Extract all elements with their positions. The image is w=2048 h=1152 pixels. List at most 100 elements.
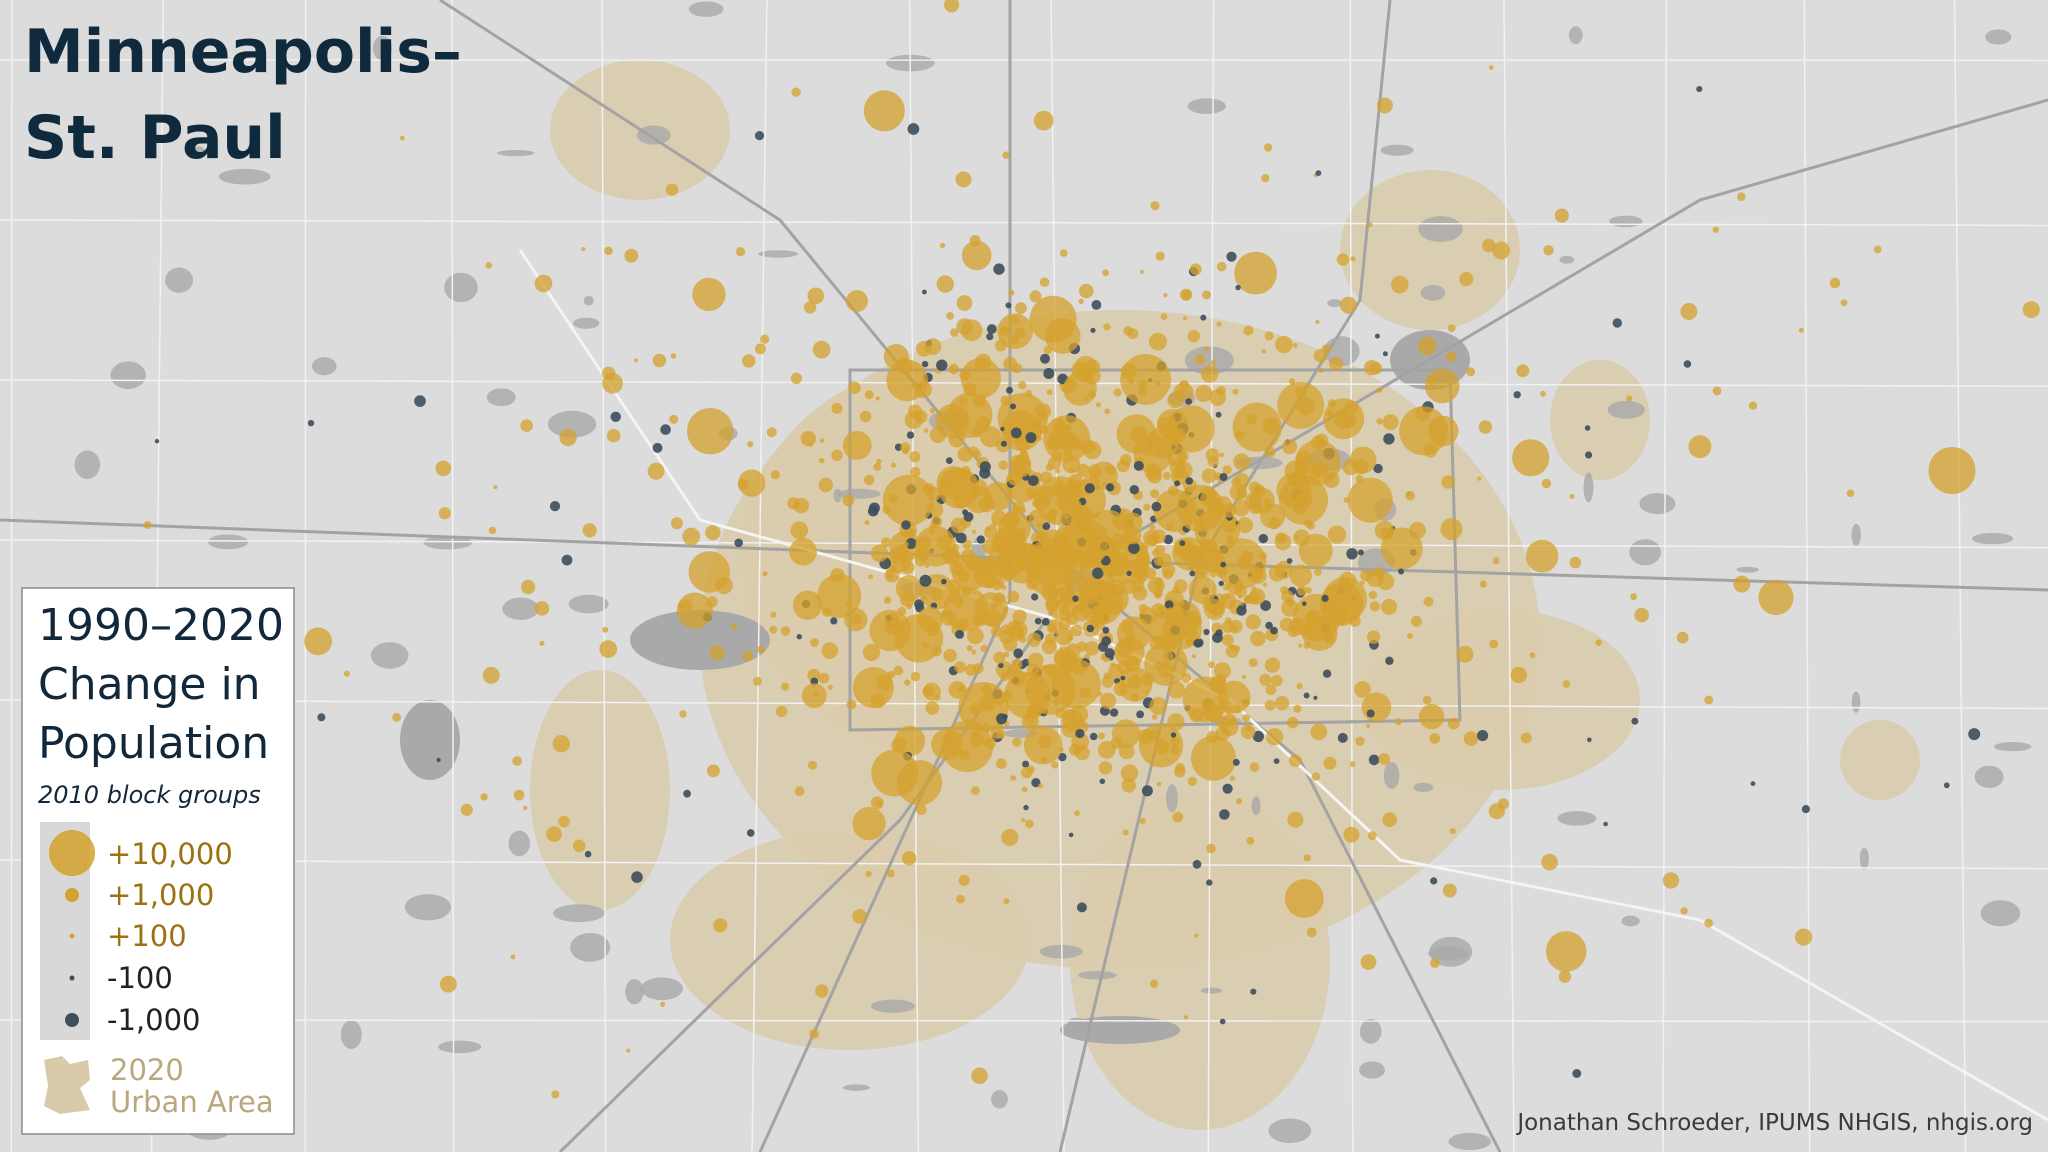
dot xyxy=(1329,356,1344,371)
dot xyxy=(965,663,978,676)
legend-title: Change in xyxy=(38,659,261,710)
dot xyxy=(818,457,825,464)
dot xyxy=(1234,251,1277,295)
dot xyxy=(317,713,326,722)
dot xyxy=(1263,143,1273,152)
dot xyxy=(1298,643,1303,648)
dot xyxy=(1163,534,1174,545)
county-line xyxy=(908,0,920,1152)
dot xyxy=(1268,564,1286,582)
dot xyxy=(1208,661,1215,669)
dot xyxy=(1113,388,1122,397)
lake xyxy=(423,535,473,550)
dot xyxy=(791,87,801,97)
dot xyxy=(1248,457,1253,462)
dot xyxy=(939,414,948,423)
dot xyxy=(807,668,821,682)
dot xyxy=(1243,595,1253,605)
dot xyxy=(1373,463,1383,474)
dot xyxy=(1748,401,1758,410)
dot xyxy=(1398,568,1405,575)
dot xyxy=(907,123,920,135)
dot xyxy=(1219,452,1225,458)
dot xyxy=(1482,238,1496,253)
dot xyxy=(1296,397,1315,416)
dot xyxy=(914,380,932,399)
dot xyxy=(1076,902,1087,913)
legend-label: +100 xyxy=(107,919,187,953)
dot xyxy=(679,710,687,718)
dot xyxy=(1149,524,1156,531)
dot xyxy=(1031,778,1041,788)
dot xyxy=(936,359,948,371)
dot xyxy=(1315,319,1320,324)
dot xyxy=(1733,575,1751,593)
dot xyxy=(930,588,943,601)
dot xyxy=(1314,568,1322,576)
dot xyxy=(1208,569,1217,578)
dot xyxy=(1282,439,1298,455)
dot xyxy=(1206,843,1216,854)
dot xyxy=(1322,577,1368,622)
county-line xyxy=(601,0,607,1152)
dot xyxy=(561,554,573,566)
dot xyxy=(962,509,969,516)
dot xyxy=(762,571,768,577)
dot xyxy=(1232,500,1250,517)
dot xyxy=(925,701,940,715)
dot xyxy=(956,295,973,311)
dot xyxy=(819,438,825,443)
dot xyxy=(961,240,992,271)
dot xyxy=(831,449,843,461)
dot xyxy=(670,353,677,359)
dot xyxy=(787,497,800,510)
dot xyxy=(1264,657,1281,673)
dot xyxy=(800,430,816,447)
dot xyxy=(852,909,867,924)
dot xyxy=(1139,818,1146,825)
dot xyxy=(1265,621,1273,630)
dot xyxy=(769,625,778,634)
dot xyxy=(921,360,929,368)
dot xyxy=(1180,630,1188,638)
dot xyxy=(1337,732,1348,743)
dot xyxy=(1419,704,1445,730)
dot xyxy=(682,527,701,546)
lake xyxy=(372,35,392,61)
dot xyxy=(1631,717,1639,725)
title-line: St. Paul xyxy=(24,103,286,173)
dot xyxy=(929,408,936,414)
dot xyxy=(1405,490,1415,501)
dot xyxy=(1366,630,1381,644)
dot xyxy=(1058,752,1067,762)
dot xyxy=(1968,728,1981,741)
lake xyxy=(1985,29,2012,45)
dot xyxy=(485,262,493,269)
dot xyxy=(1153,587,1163,598)
dot xyxy=(1046,389,1053,396)
dot xyxy=(1126,570,1132,577)
dot xyxy=(1222,583,1230,591)
dot xyxy=(1044,511,1057,523)
lake xyxy=(1609,215,1643,228)
dot xyxy=(1167,713,1185,731)
dot xyxy=(944,548,960,564)
dot xyxy=(996,758,1007,769)
dot xyxy=(1183,316,1188,321)
legend-symbol xyxy=(69,933,75,939)
dot xyxy=(902,851,917,866)
dot xyxy=(1003,690,1013,699)
dot xyxy=(1310,723,1328,741)
dot xyxy=(670,517,683,530)
dot xyxy=(709,645,725,661)
dot xyxy=(1240,724,1256,740)
legend-area-swatch xyxy=(44,1056,90,1114)
dot xyxy=(1385,656,1394,665)
lake xyxy=(400,700,460,780)
dot xyxy=(1185,398,1192,405)
dot xyxy=(959,369,971,381)
dot xyxy=(1262,582,1267,587)
dot xyxy=(886,569,895,579)
dot xyxy=(1260,600,1271,611)
dot xyxy=(876,458,882,465)
